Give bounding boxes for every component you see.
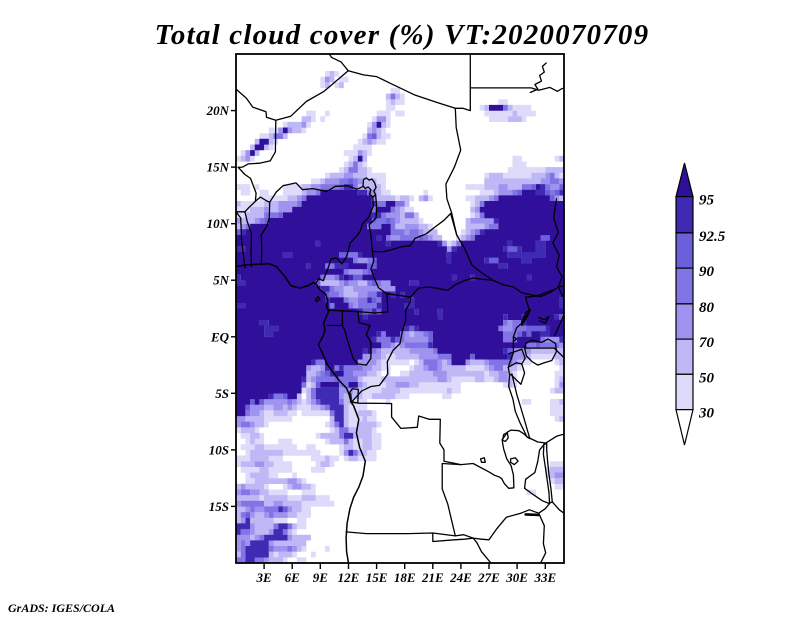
svg-text:50: 50 (699, 370, 715, 386)
svg-text:33E: 33E (533, 570, 556, 585)
svg-text:5S: 5S (215, 386, 229, 401)
svg-text:10S: 10S (209, 442, 229, 457)
svg-text:30E: 30E (505, 570, 528, 585)
svg-text:3E: 3E (256, 570, 273, 585)
svg-text:6E: 6E (285, 570, 301, 585)
svg-text:GrADS: IGES/COLA: GrADS: IGES/COLA (8, 601, 115, 615)
svg-text:18E: 18E (394, 570, 416, 585)
svg-text:12E: 12E (338, 570, 360, 585)
svg-text:92.5: 92.5 (699, 229, 726, 245)
svg-text:10N: 10N (207, 216, 230, 231)
svg-text:95: 95 (699, 193, 715, 209)
svg-text:15N: 15N (207, 160, 230, 175)
svg-text:21E: 21E (421, 570, 444, 585)
svg-text:15S: 15S (209, 499, 229, 514)
svg-text:80: 80 (699, 300, 715, 316)
svg-text:90: 90 (699, 264, 715, 280)
svg-text:20N: 20N (206, 103, 230, 118)
svg-text:70: 70 (699, 335, 715, 351)
svg-text:24E: 24E (449, 570, 472, 585)
svg-text:Total cloud cover (%) VT:20200: Total cloud cover (%) VT:2020070709 (155, 19, 650, 51)
svg-text:EQ: EQ (210, 329, 230, 344)
svg-text:9E: 9E (313, 570, 329, 585)
svg-text:27E: 27E (477, 570, 500, 585)
svg-text:5N: 5N (213, 273, 230, 288)
svg-text:15E: 15E (366, 570, 388, 585)
svg-text:30: 30 (698, 406, 715, 422)
